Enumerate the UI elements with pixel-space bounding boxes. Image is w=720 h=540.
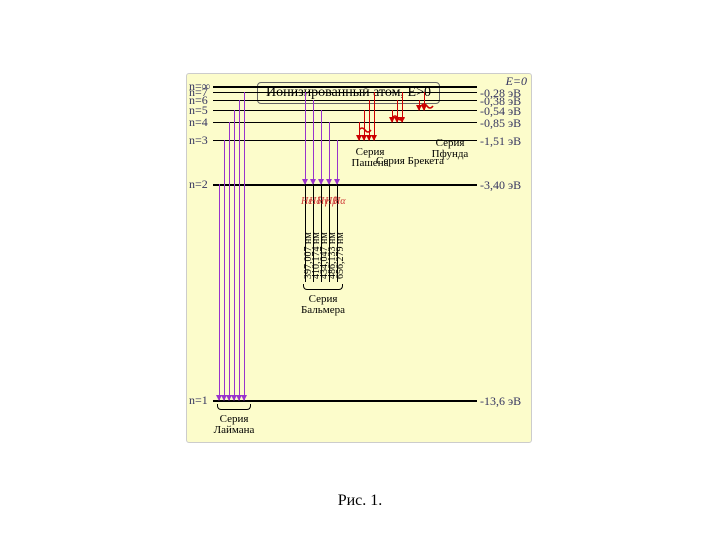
energy-diagram: Ионизированный атом, E>0 E=0 n=∞n=7-0,28… [186, 73, 532, 443]
transition-line [369, 100, 370, 140]
n-level-label: n=3 [189, 133, 208, 148]
energy-value-label: -3,40 эВ [480, 178, 521, 193]
energy-level-line [213, 400, 477, 402]
photon-wave-icon [392, 114, 406, 122]
energy-value-label: -0,85 эВ [480, 116, 521, 131]
lyman-brace [217, 404, 251, 410]
balmer-wavelength: 397,007 нм [303, 232, 314, 279]
transition-line [234, 110, 235, 400]
photon-wave-icon [421, 102, 435, 110]
transition-line [229, 122, 230, 400]
transition-line [313, 100, 314, 184]
transition-line [329, 122, 330, 184]
figure-caption: Рис. 1. [0, 492, 720, 510]
balmer-h-label: Hε [301, 196, 312, 207]
transition-line [305, 92, 306, 184]
n-level-label: n=2 [189, 177, 208, 192]
n-level-label: n=4 [189, 115, 208, 130]
lyman-series-label: Серия Лаймана [205, 414, 263, 436]
energy-level-line [213, 184, 477, 186]
transition-line [337, 140, 338, 184]
arrow-down-icon [371, 135, 377, 141]
transition-line [321, 110, 322, 184]
energy-level-line [213, 100, 477, 101]
energy-value-label: -13,6 эВ [480, 394, 521, 409]
photon-wave-icon [359, 126, 373, 134]
balmer-brace [303, 284, 343, 290]
transition-line [244, 92, 245, 400]
pfund-series-label: Серия Пфунда [425, 138, 475, 160]
n-level-label: n=1 [189, 393, 208, 408]
transition-line [219, 184, 220, 400]
energy-level-line [213, 110, 477, 111]
energy-level-line [213, 92, 477, 93]
transition-line [239, 100, 240, 400]
energy-level-line [213, 86, 477, 88]
transition-line [224, 140, 225, 400]
transition-line [374, 92, 375, 140]
arrow-down-icon [241, 395, 247, 401]
energy-level-line [213, 122, 477, 123]
energy-value-label: -1,51 эВ [480, 134, 521, 149]
balmer-series-label: Серия Бальмера [293, 294, 353, 316]
